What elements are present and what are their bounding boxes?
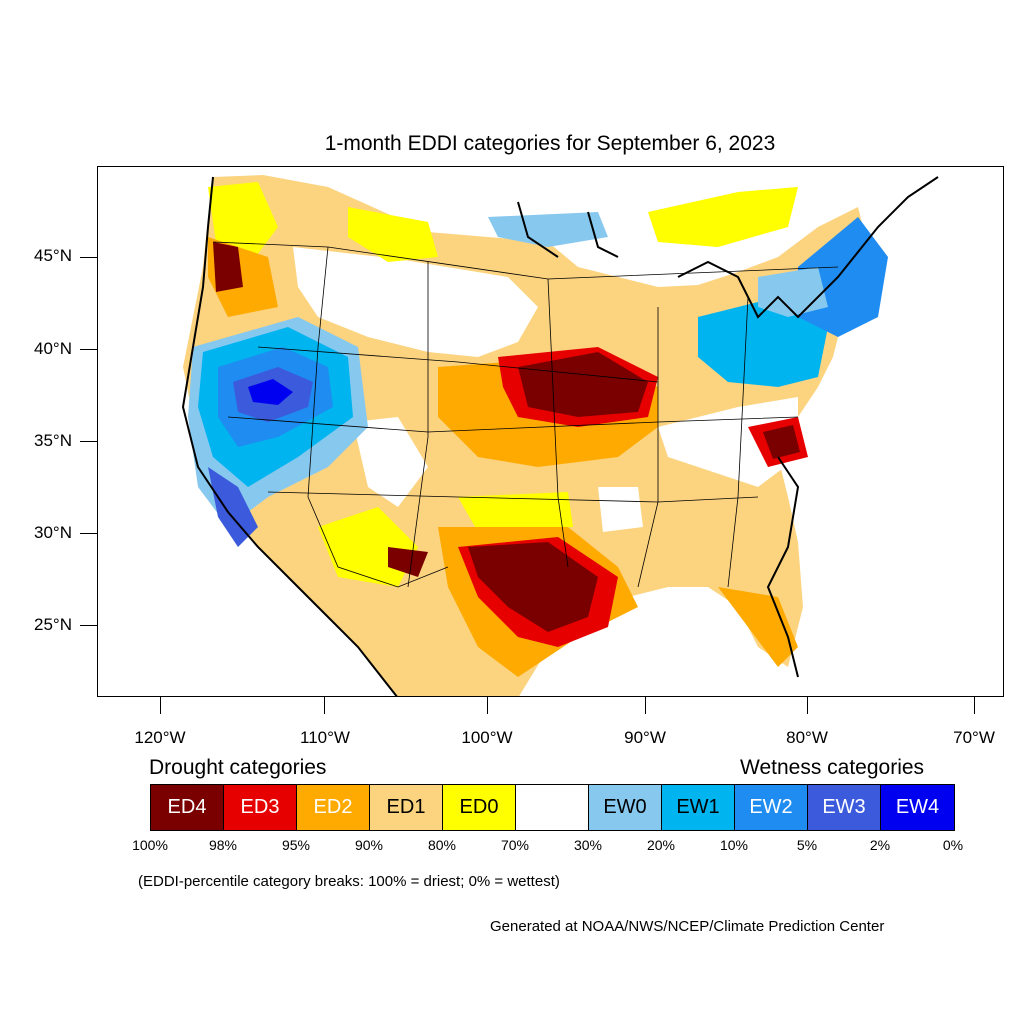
ew4-west (248, 379, 293, 405)
coastlines (181, 176, 939, 696)
legend-cell-ed0: ED0 (443, 785, 516, 830)
legend-cell-ed1: ED1 (370, 785, 443, 830)
lat-tick (80, 349, 97, 350)
legend-cell-ew1: EW1 (662, 785, 735, 830)
lon-tick (645, 697, 646, 714)
percentile-label: 90% (354, 837, 384, 853)
percentile-label: 30% (573, 837, 603, 853)
lon-label-90: 90°W (624, 728, 666, 747)
lon-label-100: 100°W (461, 728, 513, 747)
lat-label-35: 35°N (34, 431, 72, 450)
lon-label-110: 110°W (300, 728, 350, 747)
lon-label-70: 70°W (953, 728, 995, 747)
ew1-greatlakes (698, 297, 828, 387)
orange-florida (718, 587, 798, 667)
percentile-label: 95% (281, 837, 311, 853)
percentile-label: 2% (869, 837, 891, 853)
legend-cell-ew3: EW3 (808, 785, 881, 830)
map-title: 1-month EDDI categories for September 6,… (324, 132, 776, 155)
lon-tick (807, 697, 808, 714)
lon-tick (160, 697, 161, 714)
legend-cell-ed2: ED2 (297, 785, 370, 830)
yellow-montana (348, 207, 438, 262)
darkred-nm (388, 547, 428, 577)
darkred-iowa-missouri (518, 352, 648, 417)
lon-tick (487, 697, 488, 714)
lon-label-80: 80°W (786, 728, 828, 747)
northern-plains-white (293, 247, 538, 357)
percentile-label: 80% (427, 837, 457, 853)
darkred-oregon (213, 242, 243, 292)
lat-label-25: 25°N (34, 615, 72, 634)
ew0-ontario (488, 212, 608, 247)
ew3-california (208, 467, 258, 547)
lat-tick (80, 625, 97, 626)
category-legend: ED4 ED3 ED2 ED1 ED0 EW0 EW1 EW2 EW3 EW4 (150, 784, 955, 831)
category-note: (EDDI-percentile category breaks: 100% =… (138, 873, 560, 890)
lat-tick (80, 257, 97, 258)
darkred-virginia (763, 425, 800, 459)
eddi-map-svg (98, 167, 939, 696)
lat-tick (80, 441, 97, 442)
eddi-map (97, 166, 1004, 697)
percentile-label: 20% (646, 837, 676, 853)
percentile-label: 98% (208, 837, 238, 853)
lon-label-120: 120°W (134, 728, 186, 747)
lat-label-30: 30°N (34, 523, 72, 542)
legend-cell-normal (516, 785, 589, 830)
state-boundaries (212, 241, 839, 588)
drought-heading: Drought categories (149, 756, 327, 779)
credit-line: Generated at NOAA/NWS/NCEP/Climate Predi… (490, 918, 885, 935)
percentile-label: 5% (796, 837, 818, 853)
great-basin-white (353, 417, 428, 507)
legend-cell-ew2: EW2 (735, 785, 808, 830)
southeast-white (658, 397, 798, 487)
percentile-label: 100% (132, 837, 168, 853)
legend-cell-ed3: ED3 (224, 785, 297, 830)
yellow-ontario (648, 187, 798, 247)
percentile-label: 70% (500, 837, 530, 853)
lat-label-45: 45°N (34, 246, 72, 265)
arkansas-white (598, 487, 643, 532)
lat-label-40: 40°N (34, 339, 72, 358)
percentile-label: 10% (719, 837, 749, 853)
legend-cell-ew4: EW4 (881, 785, 954, 830)
lon-tick (974, 697, 975, 714)
west-white (98, 167, 328, 696)
wetness-heading: Wetness categories (740, 756, 925, 779)
percentile-label: 0% (942, 837, 964, 853)
yellow-oklahoma (458, 492, 573, 532)
lon-tick (324, 697, 325, 714)
legend-cell-ew0: EW0 (589, 785, 662, 830)
legend-cell-ed4: ED4 (151, 785, 224, 830)
lat-tick (80, 533, 97, 534)
darkred-texas (468, 542, 598, 632)
